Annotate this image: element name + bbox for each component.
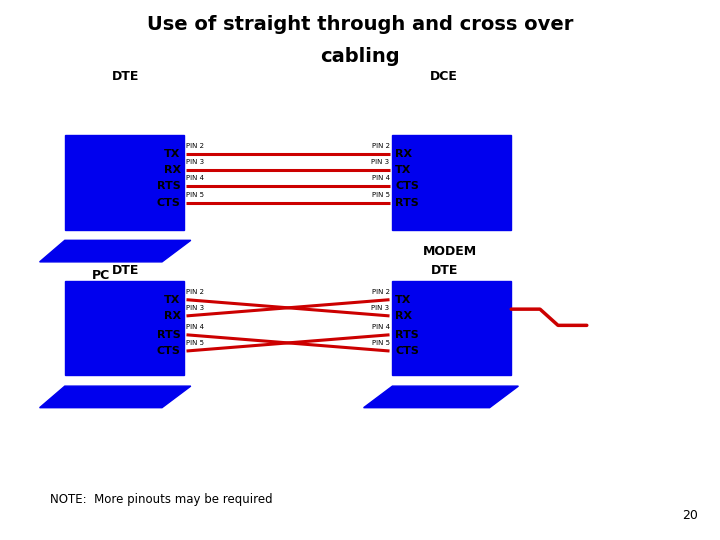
Text: PIN 5: PIN 5 [372,340,390,346]
Text: Use of straight through and cross over: Use of straight through and cross over [147,15,573,34]
Text: CTS: CTS [395,181,419,191]
Text: PIN 4: PIN 4 [186,176,204,181]
Text: PIN 2: PIN 2 [372,143,390,149]
Text: PIN 3: PIN 3 [372,159,390,165]
Text: TX: TX [395,295,412,305]
Text: DTE: DTE [431,264,458,276]
Text: cabling: cabling [320,47,400,66]
Text: TX: TX [164,149,181,159]
Text: PIN 2: PIN 2 [372,289,390,295]
Bar [65,135,184,230]
Text: TX: TX [164,295,181,305]
Bar [392,135,511,230]
Text: CTS: CTS [157,346,181,356]
Text: DTE: DTE [112,70,140,83]
Text: CTS: CTS [157,198,181,207]
Text: TX: TX [395,165,412,175]
Text: DTE: DTE [112,264,140,276]
Text: PIN 2: PIN 2 [186,289,204,295]
Text: 20: 20 [683,509,698,522]
Text: RTS: RTS [395,330,419,340]
Text: RX: RX [163,165,181,175]
Text: PC: PC [91,269,110,282]
Text: RX: RX [163,311,181,321]
Bar [65,281,184,375]
Polygon shape [364,386,518,408]
Text: CTS: CTS [395,346,419,356]
Text: PIN 4: PIN 4 [372,324,390,330]
Polygon shape [40,240,191,262]
Text: MODEM: MODEM [423,245,477,258]
Text: PIN 4: PIN 4 [186,324,204,330]
Polygon shape [40,386,191,408]
Text: RTS: RTS [157,330,181,340]
Text: PIN 2: PIN 2 [186,143,204,149]
Text: RTS: RTS [395,198,419,207]
Text: RX: RX [395,311,413,321]
Text: DCE: DCE [431,70,458,83]
Text: PIN 5: PIN 5 [372,192,390,198]
Text: PIN 4: PIN 4 [372,176,390,181]
Text: PIN 3: PIN 3 [186,305,204,311]
Text: RTS: RTS [157,181,181,191]
Text: RX: RX [395,149,413,159]
Text: PIN 3: PIN 3 [372,305,390,311]
Text: PIN 5: PIN 5 [186,192,204,198]
Text: PIN 3: PIN 3 [186,159,204,165]
Text: NOTE:  More pinouts may be required: NOTE: More pinouts may be required [50,493,273,506]
Text: PIN 5: PIN 5 [186,340,204,346]
Bar [392,281,511,375]
